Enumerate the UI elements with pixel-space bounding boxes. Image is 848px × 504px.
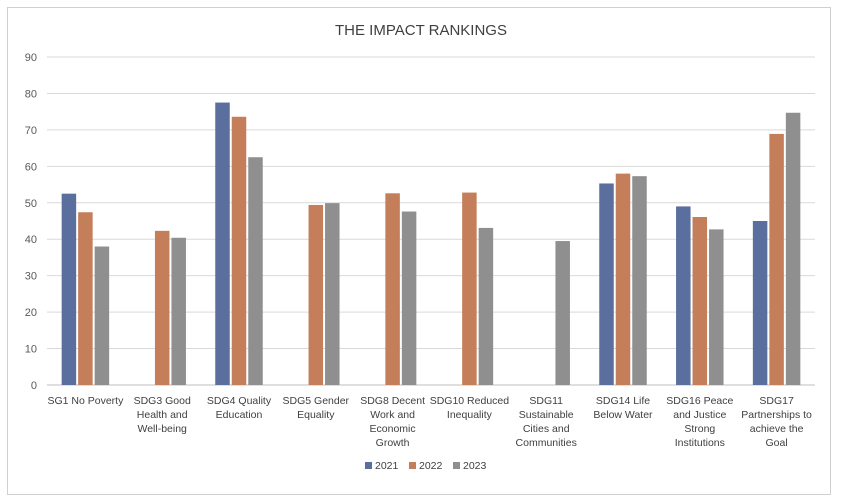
legend-swatch-2021	[365, 462, 372, 469]
bar-2023	[248, 157, 263, 385]
x-axis-ticks: SG1 No Poverty SDG3 Good Health and Well-be…	[47, 395, 812, 449]
chart-title: THE IMPACT RANKINGS	[335, 22, 507, 39]
legend-label-2022: 2022	[419, 460, 443, 472]
x-tick-label: SG1 No Poverty	[47, 395, 124, 407]
y-tick-label: 70	[25, 125, 37, 137]
x-tick-label: SDG4 Quality Education	[207, 395, 272, 421]
x-tick-label: SDG17 Partnerships to achieve the Goal	[741, 395, 812, 449]
bar-2023	[785, 112, 801, 385]
bar-2023	[555, 241, 570, 385]
x-tick-label: SDG10 Reduced Inequality	[430, 395, 510, 421]
legend-label-2021: 2021	[375, 460, 399, 472]
bar-2021	[676, 206, 691, 385]
bar-2022	[692, 216, 708, 385]
bar-2023	[632, 176, 647, 385]
bar-2023	[709, 229, 724, 385]
bar-2023	[478, 227, 494, 385]
y-tick-label: 40	[25, 234, 37, 246]
x-tick-label: SDG16 Peace and Justice Strong Institutions	[666, 395, 733, 449]
bar-2021	[599, 183, 614, 385]
bar-2022	[154, 230, 170, 385]
y-tick-label: 60	[25, 161, 37, 173]
bars	[61, 102, 801, 386]
legend-label-2023: 2023	[463, 460, 487, 472]
y-axis-ticks: 0 10 20 30 40 50 60 70 80 90	[25, 52, 37, 392]
bar-2022	[462, 192, 477, 385]
y-tick-label: 80	[25, 88, 37, 100]
bar-2021	[215, 102, 230, 386]
x-tick-label: SDG14 Life Below Water	[593, 395, 653, 421]
bar-2022	[769, 133, 784, 385]
y-tick-label: 30	[25, 271, 37, 283]
bar-2022	[308, 204, 324, 385]
x-tick-label: SDG3 Good Health and Well-being	[134, 395, 191, 435]
legend-swatch-2023	[453, 462, 460, 469]
bar-2023	[401, 211, 417, 385]
x-tick-label: SDG5 Gender Equality	[283, 395, 350, 421]
bar-2023	[325, 203, 340, 385]
bar-2021	[61, 193, 77, 385]
y-tick-label: 10	[25, 344, 37, 356]
bar-2023	[171, 237, 186, 385]
bar-2022	[78, 212, 93, 385]
x-tick-label: SDG8 Decent Work and Economic Growth	[360, 395, 425, 449]
x-tick-label: SDG11 Sustainable Cities and Communities	[516, 395, 577, 449]
bar-2021	[752, 221, 768, 385]
y-tick-label: 20	[25, 307, 37, 319]
legend: 2021 2022 2023	[365, 460, 487, 472]
bar-2022	[231, 116, 247, 385]
bar-2022	[385, 193, 400, 385]
legend-swatch-2022	[409, 462, 416, 469]
bar-2022	[615, 173, 631, 385]
bar-2023	[94, 246, 110, 385]
y-tick-label: 90	[25, 52, 37, 64]
y-tick-label: 0	[31, 380, 37, 392]
y-tick-label: 50	[25, 198, 37, 210]
